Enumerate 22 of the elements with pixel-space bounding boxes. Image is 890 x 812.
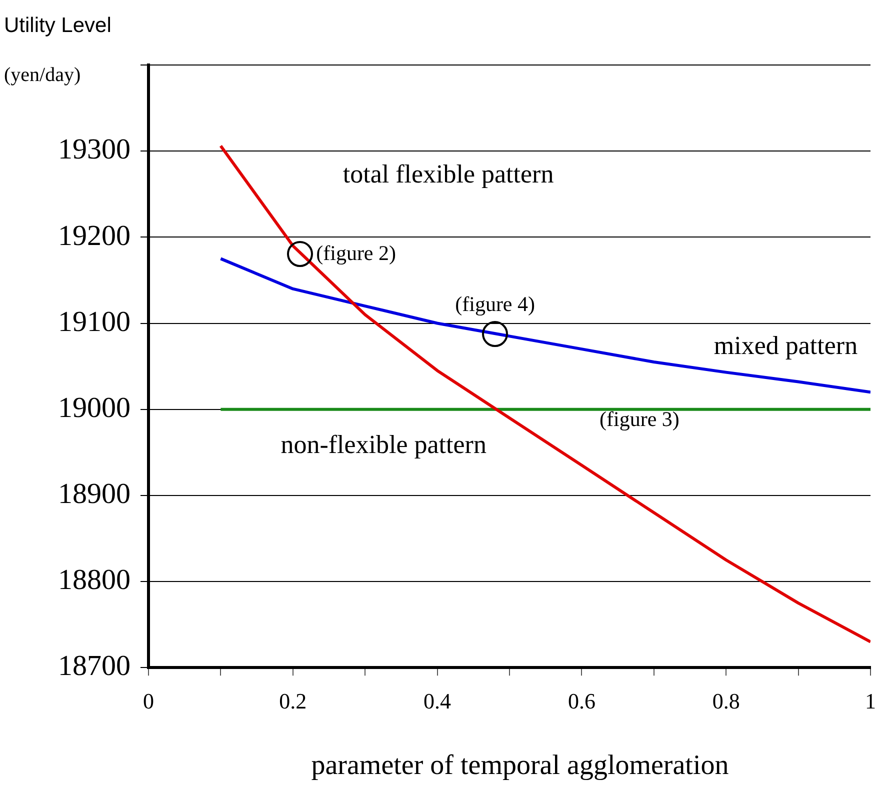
y-tick-label: 19300 xyxy=(58,134,130,166)
y-axis-title: (yen/day) xyxy=(4,64,81,87)
x-tick-label: 0.4 xyxy=(424,688,452,714)
annotation: (figure 2) xyxy=(316,240,396,265)
x-axis-title: parameter of temporal agglomeration xyxy=(310,750,730,782)
chart-title: Utility Level xyxy=(4,14,112,38)
y-tick-label: 18700 xyxy=(58,650,130,682)
annotation: (figure 4) xyxy=(455,292,536,316)
x-tick-label: 0 xyxy=(143,688,154,714)
y-tick-label: 19100 xyxy=(58,306,130,338)
text: total flexible pattern xyxy=(342,160,554,189)
y-tick-label: 18900 xyxy=(58,478,130,510)
x-tick-label: 1 xyxy=(865,688,876,714)
x-tick-label: 0.2 xyxy=(279,688,307,714)
x-tick-label: 0.6 xyxy=(568,688,596,714)
series-label: non-flexible pattern xyxy=(280,430,486,460)
annotation: (figure 3) xyxy=(600,407,680,432)
x-tick-label: 0.8 xyxy=(712,688,740,714)
y-tick-label: 19200 xyxy=(58,220,130,252)
y-tick-label: 19000 xyxy=(58,392,130,424)
y-tick-label: 18800 xyxy=(58,564,130,596)
series-label: mixed pattern xyxy=(714,330,858,360)
